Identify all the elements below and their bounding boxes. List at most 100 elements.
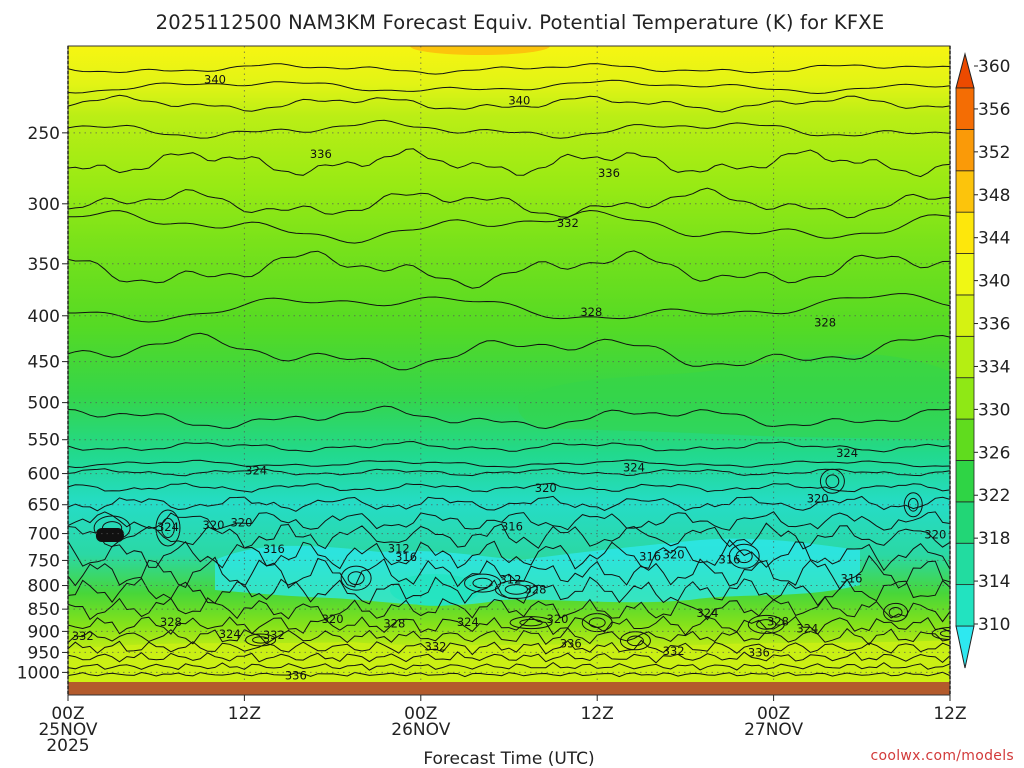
y-tick-label: 750 [28, 551, 60, 571]
y-tick-label: 800 [28, 577, 60, 597]
contour-label: 340 [508, 93, 530, 107]
contour-line [68, 661, 950, 671]
contour-cell [825, 474, 840, 489]
contour-line [68, 440, 950, 453]
contour-label: 320 [322, 612, 344, 626]
contour-line [68, 187, 950, 219]
contour-cell [756, 619, 777, 630]
contour-label: 324 [796, 621, 818, 635]
contour-line [68, 250, 950, 289]
colorbar-label: 330 [978, 400, 1010, 420]
y-tick-label: 550 [28, 431, 60, 451]
contour-line [68, 468, 950, 477]
y-tick-label: 400 [28, 307, 60, 327]
colorbar-arrow-max [955, 52, 975, 89]
contour-cell [245, 633, 277, 647]
contour-line [68, 627, 950, 646]
colorbar-segment [955, 418, 975, 461]
contour-label: 324 [623, 461, 645, 475]
colorbar-segment [955, 87, 975, 130]
contour-line [68, 209, 950, 244]
colorbar-segment [955, 128, 975, 172]
contour-label: 324 [696, 606, 718, 620]
contour-line [68, 615, 950, 636]
contour-label: 316 [501, 519, 523, 533]
contour-line [68, 405, 950, 430]
contour-line [68, 596, 950, 623]
contour-cell [161, 517, 175, 539]
contour-label: 324 [836, 446, 858, 460]
y-tick-label: 250 [28, 124, 60, 144]
contour-label: 336 [598, 166, 620, 180]
contour-line [68, 332, 950, 371]
y-axis: 2503003504004505005506006507007508008509… [17, 124, 68, 683]
dry-core [390, 574, 480, 606]
x-tick-label: 26NOV [391, 720, 450, 740]
colorbar-segment [955, 253, 975, 296]
contour-cell [728, 543, 760, 569]
contour-label: 336 [748, 645, 770, 659]
contour-label: 336 [285, 668, 307, 682]
y-tick-label: 500 [28, 394, 60, 414]
contour-label: 320 [203, 518, 225, 532]
contour-label: 332 [263, 628, 285, 642]
colorbar-label: 340 [978, 272, 1010, 292]
contour-label: 332 [72, 629, 94, 643]
contour-cell [519, 618, 543, 627]
contour-label: 328 [814, 316, 836, 330]
contour-cell [155, 509, 181, 547]
contour-label: 328 [580, 305, 602, 319]
contour-line [68, 639, 950, 656]
surface-moist-layer [68, 640, 950, 682]
contour-line [68, 293, 950, 323]
contour-label: 324 [245, 463, 267, 477]
contour-label: 332 [425, 640, 447, 654]
contour-cell [252, 636, 270, 644]
contour-label: 336 [310, 147, 332, 161]
y-tick-label: 950 [28, 643, 60, 663]
contour-label: 320 [924, 528, 946, 542]
contour-label: 312 [499, 573, 521, 587]
x-tick-label: 00Z [51, 704, 84, 724]
warm-cap [410, 46, 550, 55]
contour-line [68, 459, 950, 469]
y-tick-label: 650 [28, 496, 60, 516]
contour-line [68, 495, 950, 512]
colorbar-label: 322 [978, 486, 1010, 506]
contour-line [68, 94, 950, 113]
contour-label: 328 [767, 614, 789, 628]
ground-strip [68, 682, 950, 695]
x-tick-label: 25NOV [38, 720, 97, 740]
colorbar-segment [955, 211, 975, 254]
contour-cell [588, 617, 606, 628]
contour-cell [509, 616, 553, 630]
colorbar-label: 318 [978, 529, 1010, 549]
chart-title: 2025112500 NAM3KM Forecast Equiv. Potent… [156, 11, 885, 34]
contour-label: 340 [204, 73, 226, 87]
colorbar-label: 334 [978, 357, 1010, 377]
credit-link[interactable]: coolwx.com/models [870, 748, 1014, 764]
contour-cell [883, 602, 909, 622]
contour-label: 316 [841, 572, 863, 586]
contour-cell [907, 497, 919, 512]
colorbar-label: 360 [978, 57, 1010, 77]
y-tick-label: 450 [28, 353, 60, 373]
colorbar-segment [955, 542, 975, 586]
colorbar-label: 336 [978, 315, 1010, 335]
contour-cell [735, 549, 753, 564]
contour-label: 328 [383, 617, 405, 631]
contour-label: 316 [395, 550, 417, 564]
y-tick-label: 900 [28, 622, 60, 642]
colorbar-segment [955, 335, 975, 379]
colorbar-label: 310 [978, 615, 1010, 635]
contour-label: 320 [547, 612, 569, 626]
y-tick-label: 1000 [17, 663, 60, 683]
colorbar-segment [955, 377, 975, 420]
colorbar-label: 344 [978, 229, 1010, 249]
colorbar-segment [955, 294, 975, 337]
colorbar-label: 348 [978, 186, 1010, 206]
contour-label: 324 [157, 520, 179, 534]
contour-label: 312 [388, 541, 410, 555]
colorbar-label: 356 [978, 100, 1010, 120]
